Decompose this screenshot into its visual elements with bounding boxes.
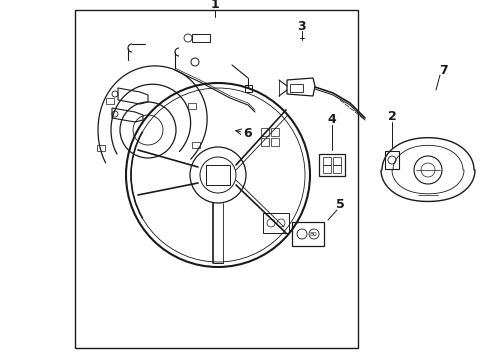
Text: 6: 6: [243, 127, 252, 140]
Text: 3: 3: [297, 19, 305, 32]
Text: 7: 7: [438, 63, 447, 77]
Text: 4: 4: [327, 113, 336, 126]
Text: 5: 5: [335, 198, 344, 211]
Text: 1: 1: [210, 0, 219, 12]
Text: 80: 80: [309, 231, 317, 237]
Text: 2: 2: [387, 111, 396, 123]
